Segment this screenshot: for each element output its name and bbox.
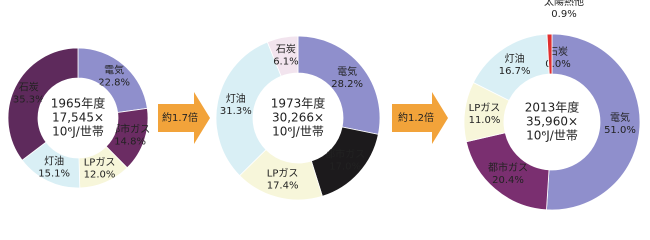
slice-value: 35.3% [13, 94, 45, 105]
slice-value: 17.4% [267, 181, 299, 192]
slice-value: 0.0% [545, 59, 570, 70]
donut-hole [38, 78, 118, 158]
slice-name: 石炭 [276, 44, 296, 56]
slice-value: 20.4% [492, 175, 524, 186]
slice-value: 0.9% [551, 9, 576, 20]
donut-hole [253, 73, 343, 163]
slice-name: LPガス [469, 102, 501, 114]
center-label: 10⁶J/世帯 [272, 125, 324, 139]
slice-name: 都市ガス [488, 161, 528, 174]
slice-value: 51.0% [604, 125, 636, 136]
arrow-label: 約1.7倍 [162, 111, 198, 124]
donut-hole [504, 74, 600, 170]
center-label: 1973年度 [271, 96, 326, 111]
slice-name: 都市ガス [325, 148, 365, 161]
arrow-label: 約1.2倍 [398, 111, 434, 124]
slice-name: 太陽熱他 [544, 0, 584, 8]
center-label: 2013年度 [525, 100, 580, 115]
slice-value: 28.2% [331, 79, 363, 90]
center-label: 30,266× [272, 111, 324, 125]
slice-name: 電気 [337, 65, 357, 78]
center-label: 17,545× [52, 111, 104, 125]
slice-name: 電気 [104, 64, 124, 77]
center-label: 35,960× [526, 115, 578, 129]
slice-name: 灯油 [44, 155, 64, 168]
slice-value: 11.0% [469, 115, 501, 126]
slice-name: LPガス [84, 157, 116, 169]
slice-name: 都市ガス [110, 123, 150, 136]
slice-name: 灯油 [505, 52, 525, 65]
slice-value: 22.8% [98, 78, 130, 89]
slice-value: 14.8% [114, 137, 146, 148]
slice-name: 灯油 [226, 92, 246, 105]
center-label: 1965年度 [51, 96, 106, 111]
slice-value: 17.0% [329, 162, 361, 173]
slice-name: 石炭 [548, 46, 568, 58]
center-label: 10⁶J/世帯 [52, 125, 104, 139]
slice-value: 6.1% [273, 57, 298, 68]
slice-name: LPガス [267, 168, 299, 180]
arrow [392, 92, 448, 144]
slice-value: 31.3% [220, 106, 252, 117]
slice-value: 15.1% [38, 169, 70, 180]
slice-value: 16.7% [499, 66, 531, 77]
slice-name: 電気 [610, 111, 630, 124]
slice-name: 石炭 [19, 81, 39, 93]
arrow [158, 92, 210, 144]
slice-value: 12.0% [84, 170, 116, 181]
center-label: 10⁶J/世帯 [526, 129, 578, 143]
